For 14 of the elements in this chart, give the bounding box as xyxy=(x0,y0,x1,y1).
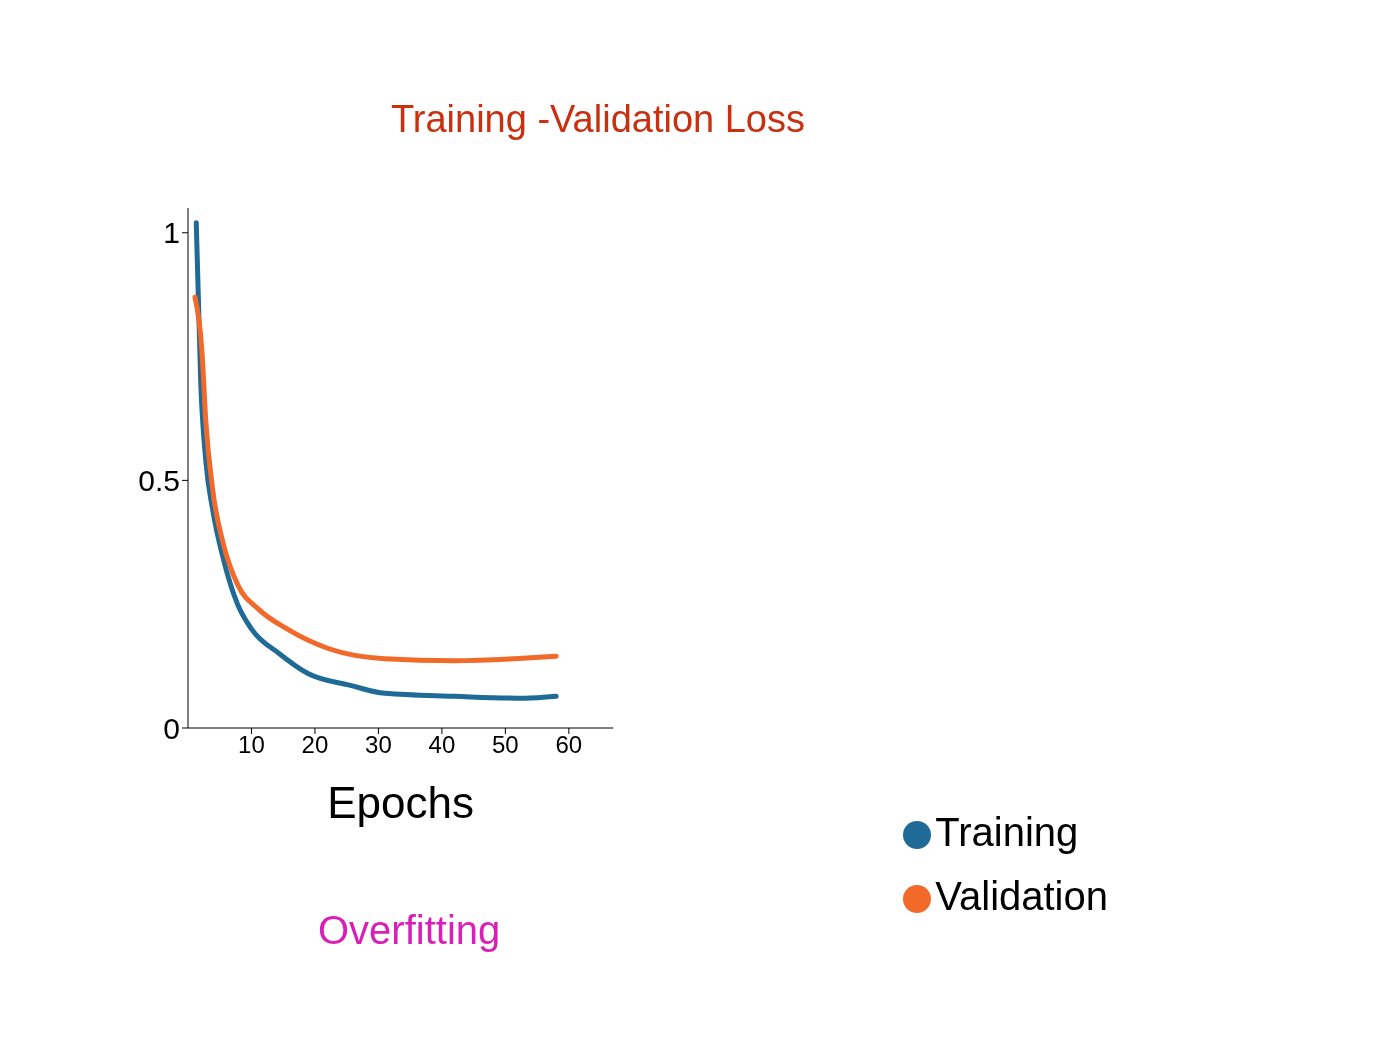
x-tick-label: 10 xyxy=(238,731,265,759)
legend-label: Training xyxy=(935,810,1079,854)
x-tick-label: 20 xyxy=(301,731,329,759)
chart-title: Training -Validation Loss xyxy=(390,97,806,142)
x-tick-label: 50 xyxy=(492,731,519,759)
x-tick-label: 30 xyxy=(365,731,392,759)
x-tick-label: 40 xyxy=(428,731,456,759)
text: Overfitting xyxy=(318,908,501,952)
y-tick-label: 0.5 xyxy=(138,464,180,498)
y-tick-label: 1 xyxy=(163,216,180,250)
x-axis-title: Epochs xyxy=(327,778,475,827)
x-tick-label: 60 xyxy=(555,731,583,759)
legend-label: Validation xyxy=(935,874,1108,918)
y-tick-label: 0 xyxy=(163,711,180,745)
